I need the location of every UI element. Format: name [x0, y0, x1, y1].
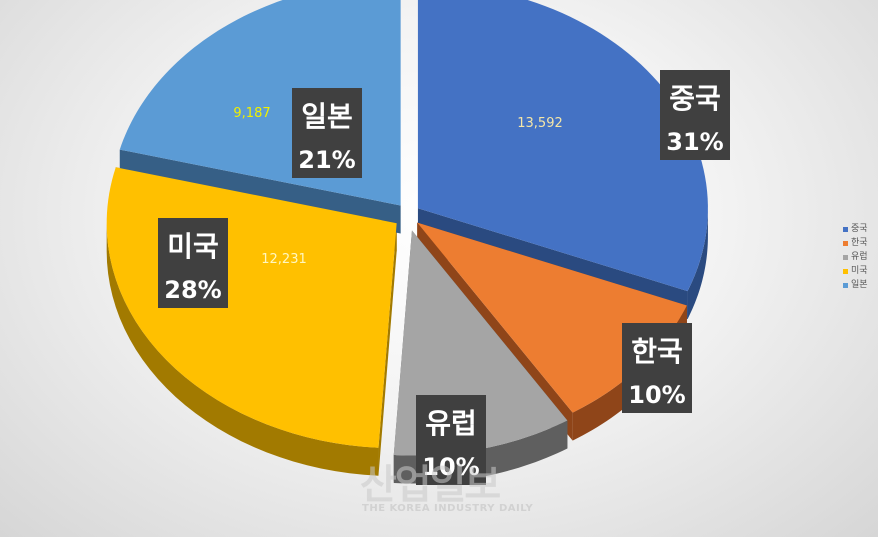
slice-side-wall	[572, 305, 687, 441]
legend-label: 일본	[851, 280, 868, 290]
legend-label: 한국	[851, 238, 868, 248]
legend-item: 중국	[843, 222, 868, 236]
label-box	[660, 70, 730, 160]
percent-label: 10%	[422, 453, 479, 481]
category-label: 중국	[669, 82, 721, 115]
percent-label: 28%	[164, 276, 221, 304]
legend-label: 유럽	[851, 252, 868, 262]
slice-label: 중국 31%	[660, 70, 730, 160]
legend-swatch	[843, 240, 848, 246]
legend-label: 미국	[851, 266, 868, 276]
percent-label: 21%	[298, 146, 355, 174]
slice-edge-wall	[378, 223, 397, 476]
legend-swatch	[843, 282, 848, 288]
label-box	[158, 218, 228, 308]
category-label: 미국	[167, 230, 219, 263]
legend-swatch	[843, 268, 848, 274]
legend-swatch	[843, 226, 848, 232]
slice-label: 일본 21%	[292, 88, 362, 178]
percent-label: 31%	[666, 128, 723, 156]
label-box	[622, 323, 692, 413]
watermark-subtitle: THE KOREA INDUSTRY DAILY	[362, 503, 534, 514]
label-box	[416, 395, 486, 485]
slice-side-wall	[106, 223, 379, 476]
label-box	[292, 88, 362, 178]
category-label: 일본	[301, 100, 353, 133]
legend-item: 일본	[843, 278, 868, 292]
legend-label: 중국	[851, 224, 868, 234]
slice-label: 미국 28%	[158, 218, 228, 308]
slice-label: 유럽 10%	[416, 395, 486, 485]
legend-item: 미국	[843, 264, 868, 278]
pie-slice	[417, 222, 687, 413]
legend-swatch	[843, 254, 848, 260]
value-label: 12,231	[261, 252, 307, 267]
percent-label: 10%	[628, 381, 685, 409]
watermark-logo: 산업일보	[360, 462, 501, 508]
pie-labels: 중국 31% 한국 10% 유럽 10% 미국 28% 일본 21% 13,592 12,231 9,1…	[158, 70, 730, 485]
category-label: 유럽	[425, 407, 477, 440]
legend-item: 유럽	[843, 250, 868, 264]
pie-slice	[417, 0, 708, 292]
slice-side-wall	[687, 208, 708, 320]
value-label: 13,592	[517, 116, 563, 131]
slice-label: 한국 10%	[622, 323, 692, 413]
value-label: 9,187	[233, 106, 270, 121]
category-label: 한국	[631, 335, 683, 368]
legend-item: 한국	[843, 236, 868, 250]
